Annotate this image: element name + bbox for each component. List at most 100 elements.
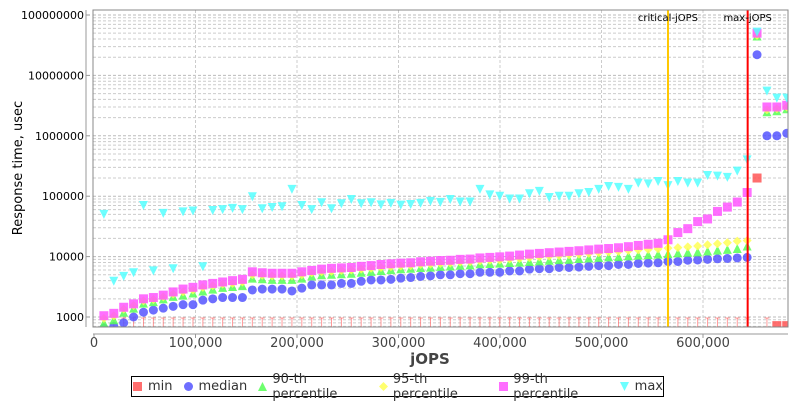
data-point [782, 128, 788, 138]
data-point [653, 258, 663, 268]
data-point [376, 200, 386, 210]
data-point [346, 195, 356, 205]
data-point [406, 273, 416, 283]
data-point [673, 228, 683, 238]
data-point [237, 293, 247, 303]
data-point [693, 241, 703, 251]
data-point [564, 246, 574, 256]
data-point [594, 261, 604, 271]
data-point [505, 251, 515, 261]
data-point [158, 303, 168, 313]
data-point [317, 264, 327, 274]
legend-item: 95-th percentile [378, 372, 488, 402]
series-max [99, 27, 788, 286]
legend-label: 95-th percentile [392, 371, 458, 402]
data-point [425, 256, 435, 266]
data-point [445, 195, 455, 205]
data-point [515, 250, 525, 260]
data-point [604, 252, 614, 262]
data-point [584, 245, 594, 255]
legend-marker [378, 382, 388, 391]
x-ticks: 0 100,000 200,000 300,000 400,000 500,000 600,… [90, 334, 730, 351]
legend-item: median [183, 379, 247, 394]
data-point [406, 199, 416, 209]
data-point [614, 252, 624, 262]
data-point [416, 271, 426, 281]
data-point [416, 198, 426, 208]
data-point [435, 197, 445, 207]
data-point [653, 177, 663, 187]
data-point [386, 259, 396, 269]
data-point [712, 245, 722, 255]
data-point [623, 259, 633, 269]
data-point [455, 254, 465, 264]
data-point [752, 27, 762, 37]
data-point [475, 184, 485, 194]
data-point [515, 266, 525, 276]
data-point [148, 305, 158, 315]
data-point [366, 261, 376, 271]
data-point [564, 262, 574, 272]
legend-diamond-icon [378, 382, 388, 391]
data-point [297, 267, 307, 277]
data-point [495, 267, 505, 277]
data-point [594, 244, 604, 254]
data-point [712, 239, 722, 249]
data-point [782, 93, 788, 103]
data-point [574, 189, 584, 199]
data-point [633, 178, 643, 188]
data-point [693, 247, 703, 257]
data-point [623, 242, 633, 252]
data-point [416, 257, 426, 267]
data-point [732, 166, 742, 176]
data-point [693, 255, 703, 265]
data-point [188, 282, 198, 292]
legend-label: min [148, 379, 173, 394]
data-point [138, 294, 148, 304]
data-point [614, 243, 624, 253]
data-point [584, 261, 594, 271]
data-point [722, 244, 732, 254]
data-point [228, 293, 238, 303]
data-point [633, 258, 643, 268]
data-point [673, 256, 683, 266]
data-point [712, 171, 722, 181]
data-point [267, 284, 277, 294]
legend-marker [619, 382, 629, 391]
data-point [505, 194, 515, 204]
data-point [534, 186, 544, 196]
legend-marker [499, 382, 509, 391]
data-point [138, 307, 148, 317]
data-point [406, 258, 416, 268]
data-point [465, 269, 475, 279]
data-point [336, 278, 346, 288]
legend-triangle-up-icon [258, 382, 268, 391]
data-point [366, 198, 376, 208]
data-point [376, 275, 386, 285]
data-point [614, 259, 624, 269]
data-point [158, 290, 168, 300]
data-point [772, 321, 782, 327]
data-point [297, 201, 307, 211]
data-point [673, 177, 683, 187]
x-tick-label: 400,000 [473, 336, 527, 351]
data-point [564, 254, 574, 264]
legend-marker [183, 382, 193, 391]
legend-square-icon [499, 382, 509, 391]
data-point [584, 253, 594, 263]
data-point [673, 243, 683, 253]
data-point [376, 259, 386, 269]
data-point [327, 263, 337, 273]
data-point [218, 277, 228, 287]
data-point [386, 274, 396, 284]
data-point [524, 189, 534, 199]
x-tick-label: 0 [90, 336, 98, 351]
data-point [752, 173, 762, 183]
data-point [386, 198, 396, 208]
data-point [356, 261, 366, 271]
legend-marker [133, 382, 142, 391]
data-point [722, 202, 732, 212]
data-point [623, 251, 633, 261]
x-tick-label: 500,000 [575, 336, 629, 351]
x-tick-label: 100,000 [169, 336, 223, 351]
